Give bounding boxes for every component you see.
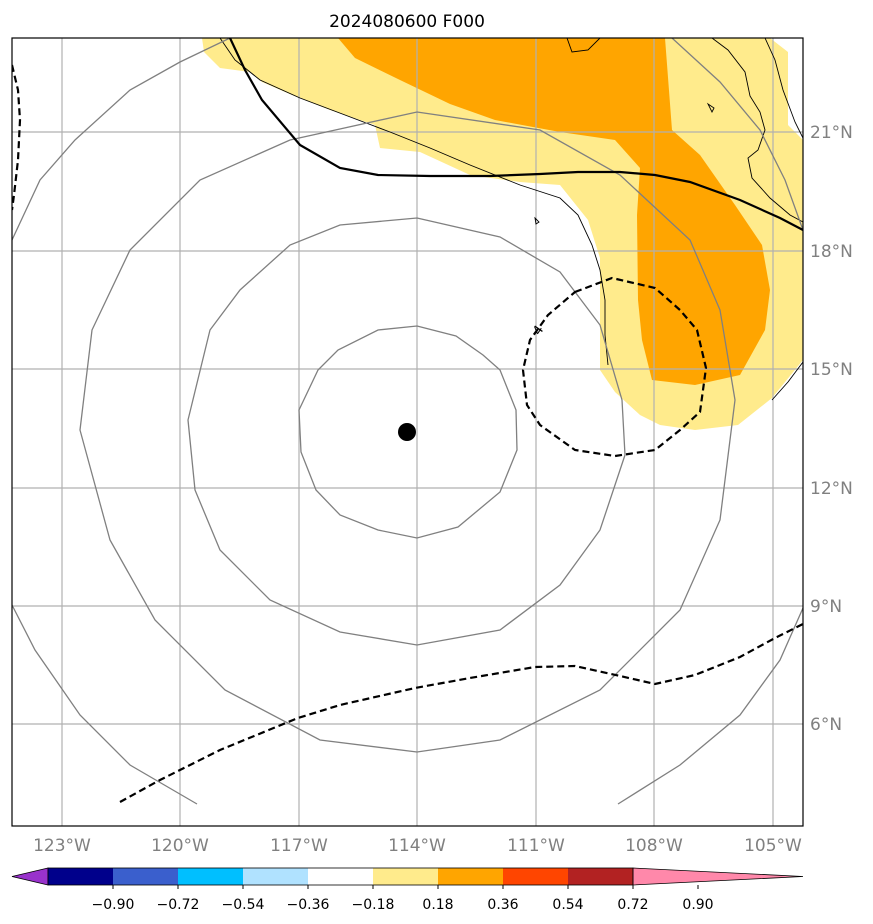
colorbar-swatch — [48, 868, 113, 885]
lat-label: 18°N — [810, 242, 853, 262]
colorbar: −0.90 −0.72 −0.54 −0.36 −0.18 0.18 0.36 0.54 0.7… — [11, 867, 804, 913]
lat-label: 12°N — [810, 479, 853, 499]
lat-label: 9°N — [810, 597, 842, 617]
gridlines — [12, 38, 803, 826]
lat-label: 15°N — [810, 360, 853, 380]
colorbar-tick-label: −0.54 — [222, 897, 265, 913]
colorbar-tick-label: 0.54 — [552, 897, 583, 913]
map-frame — [11, 37, 804, 827]
lon-label: 105°W — [744, 836, 802, 856]
colorbar-extend-low — [11, 867, 49, 886]
colorbar-tick-label: 0.36 — [487, 897, 518, 913]
colorbar-swatch — [503, 868, 568, 885]
colorbar-swatch — [243, 868, 308, 885]
shaded-region-high — [338, 38, 770, 385]
lon-label: 117°W — [270, 836, 328, 856]
lat-label: 6°N — [810, 715, 842, 735]
colorbar-swatch — [178, 868, 243, 885]
colorbar-tick-label: −0.90 — [92, 897, 135, 913]
colorbar-swatch — [568, 868, 633, 885]
map-title: 2024080600 F000 — [329, 12, 485, 32]
map-area: 4 — [12, 38, 803, 826]
colorbar-extend-high — [632, 867, 804, 886]
lon-label: 111°W — [507, 836, 565, 856]
colorbar-swatch — [308, 868, 373, 885]
colorbar-tick-label: 0.72 — [617, 897, 648, 913]
latitude-labels: 21°N 18°N 15°N 12°N 9°N 6°N — [810, 123, 853, 735]
colorbar-tick-label: −0.36 — [287, 897, 330, 913]
colorbar-tick-label: −0.72 — [157, 897, 200, 913]
lon-label: 123°W — [33, 836, 91, 856]
colorbar-swatch — [373, 868, 438, 885]
lon-label: 120°W — [151, 836, 209, 856]
contour-solid — [229, 38, 803, 231]
lat-label: 21°N — [810, 123, 853, 143]
lon-label: 114°W — [388, 836, 446, 856]
colorbar-tick-label: 0.90 — [682, 897, 713, 913]
longitude-labels: 123°W 120°W 117°W 114°W 111°W 108°W 105°… — [33, 836, 802, 856]
colorbar-swatch — [438, 868, 503, 885]
contour-dashed — [12, 64, 803, 803]
range-rings — [12, 38, 803, 805]
storm-center-marker — [398, 423, 416, 441]
colorbar-tick-label: −0.18 — [352, 897, 395, 913]
colorbar-tick-label: 0.18 — [422, 897, 453, 913]
colorbar-outline — [47, 867, 634, 886]
lon-label: 108°W — [625, 836, 683, 856]
colorbar-swatch — [113, 868, 178, 885]
